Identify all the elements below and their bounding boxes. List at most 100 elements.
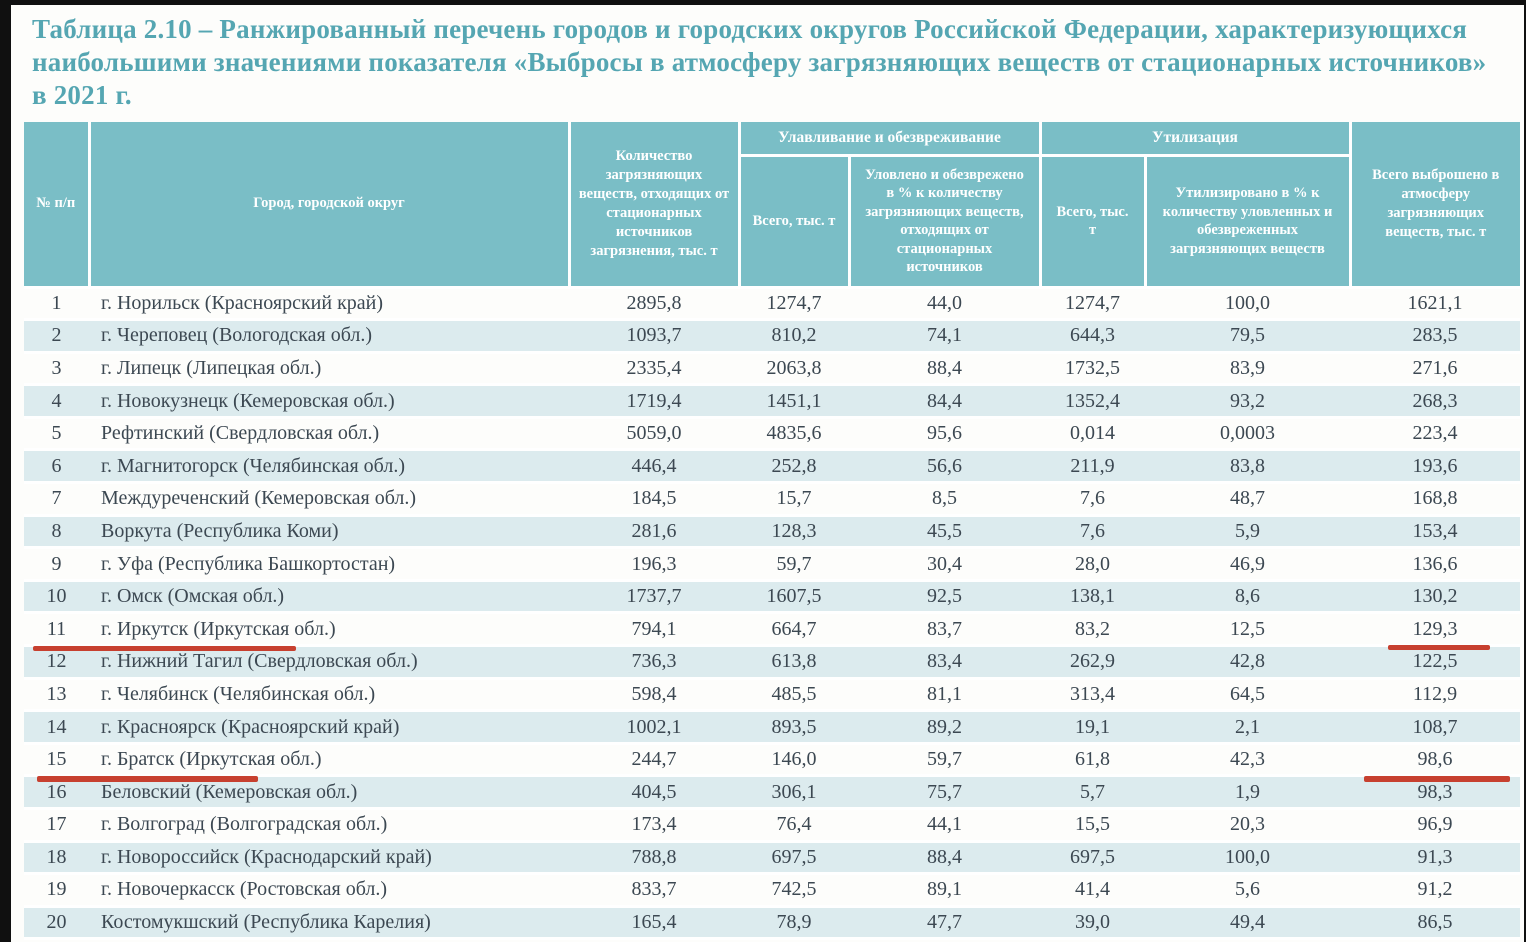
cell-city: г. Новокузнецк (Кемеровская обл.) <box>89 384 569 419</box>
cell-captured-total: 2063,8 <box>739 352 849 387</box>
cell-city: Воркута (Республика Коми) <box>89 515 569 550</box>
cell-utilized-total: 5,7 <box>1040 775 1145 810</box>
cell-quantity: 736,3 <box>569 645 739 680</box>
cell-rank: 20 <box>24 906 89 941</box>
cell-utilized-total: 7,6 <box>1040 515 1145 550</box>
col-header-num: № п/п <box>24 122 91 289</box>
cell-utilized-total: 211,9 <box>1040 449 1145 485</box>
cell-emitted-total: 112,9 <box>1350 678 1520 713</box>
table-row: 2 г. Череповец (Вологодская обл.) 1093,7 81… <box>24 319 1520 354</box>
cell-rank: 13 <box>24 678 89 713</box>
cell-emitted-total: 193,6 <box>1350 449 1520 485</box>
cell-emitted-total: 86,5 <box>1350 906 1520 941</box>
cell-quantity: 2335,4 <box>569 352 739 387</box>
cell-quantity: 404,5 <box>569 775 739 810</box>
cell-captured-pct: 89,1 <box>849 873 1040 908</box>
cell-captured-pct: 88,4 <box>849 352 1040 387</box>
cell-captured-pct: 95,6 <box>849 417 1040 452</box>
cell-utilized-pct: 64,5 <box>1145 678 1350 713</box>
cell-quantity: 281,6 <box>569 515 739 550</box>
cell-rank: 8 <box>24 515 89 550</box>
cell-emitted-total: 108,7 <box>1350 710 1520 745</box>
cell-captured-total: 893,5 <box>739 710 849 745</box>
cell-captured-pct: 88,4 <box>849 841 1040 876</box>
cell-captured-pct: 92,5 <box>849 580 1040 615</box>
cell-utilized-pct: 48,7 <box>1145 482 1350 517</box>
cell-city: г. Омск (Омская обл.) <box>89 580 569 615</box>
cell-quantity: 196,3 <box>569 547 739 582</box>
cell-captured-total: 485,5 <box>739 678 849 713</box>
cell-utilized-total: 15,5 <box>1040 808 1145 843</box>
cell-rank: 1 <box>24 287 89 322</box>
cell-utilized-total: 138,1 <box>1040 580 1145 615</box>
col-header-capture-pct: Уловлено и обезврежено в % к количеству … <box>847 153 1042 289</box>
document-page: Таблица 2.10 – Ранжированный перечень го… <box>11 5 1524 942</box>
cell-city: г. Иркутск (Иркутская обл.) <box>89 612 569 648</box>
cell-utilized-total: 7,6 <box>1040 482 1145 517</box>
cell-utilized-total: 1274,7 <box>1040 287 1145 322</box>
cell-emitted-total: 136,6 <box>1350 547 1520 582</box>
cell-utilized-pct: 100,0 <box>1145 287 1350 322</box>
cell-captured-pct: 30,4 <box>849 547 1040 582</box>
cell-quantity: 2895,8 <box>569 287 739 322</box>
cell-utilized-pct: 5,6 <box>1145 873 1350 908</box>
cell-rank: 6 <box>24 449 89 485</box>
cell-rank: 17 <box>24 808 89 843</box>
cell-city: г. Новочеркасск (Ростовская обл.) <box>89 873 569 908</box>
cell-captured-pct: 44,1 <box>849 808 1040 843</box>
cell-utilized-total: 1352,4 <box>1040 384 1145 419</box>
cell-utilized-total: 39,0 <box>1040 906 1145 941</box>
cell-captured-total: 15,7 <box>739 482 849 517</box>
cell-emitted-total: 122,5 <box>1350 645 1520 680</box>
cell-quantity: 5059,0 <box>569 417 739 452</box>
cell-captured-total: 76,4 <box>739 808 849 843</box>
cell-captured-total: 1451,1 <box>739 384 849 419</box>
cell-captured-pct: 83,4 <box>849 645 1040 680</box>
cell-rank: 9 <box>24 547 89 582</box>
cell-rank: 5 <box>24 417 89 452</box>
table-row: 17 г. Волгоград (Волгоградская обл.) 173,4… <box>24 808 1520 843</box>
cell-utilized-total: 61,8 <box>1040 743 1145 778</box>
cell-utilized-pct: 100,0 <box>1145 841 1350 876</box>
table-container: № п/п Город, городской округ Количество … <box>24 122 1520 941</box>
table-row: 15 г. Братск (Иркутская обл.) 244,7 146,0 59… <box>24 743 1520 778</box>
cell-utilized-pct: 1,9 <box>1145 775 1350 810</box>
cell-utilized-total: 262,9 <box>1040 645 1145 680</box>
cell-quantity: 833,7 <box>569 873 739 908</box>
cell-utilized-pct: 79,5 <box>1145 319 1350 354</box>
cell-utilized-total: 0,014 <box>1040 417 1145 452</box>
cell-utilized-pct: 0,0003 <box>1145 417 1350 452</box>
cell-city: г. Уфа (Республика Башкортостан) <box>89 547 569 582</box>
cell-utilized-pct: 83,9 <box>1145 352 1350 387</box>
cell-captured-pct: 84,4 <box>849 384 1040 419</box>
table-row: 10 г. Омск (Омская обл.) 1737,7 1607,5 92,5 1… <box>24 580 1520 615</box>
cell-emitted-total: 153,4 <box>1350 515 1520 550</box>
table-title: Таблица 2.10 – Ранжированный перечень го… <box>32 14 1487 110</box>
cell-rank: 18 <box>24 841 89 876</box>
cell-captured-pct: 74,1 <box>849 319 1040 354</box>
table-row: 4 г. Новокузнецк (Кемеровская обл.) 1719,4… <box>24 384 1520 419</box>
cell-quantity: 165,4 <box>569 906 739 941</box>
table-row: 5 Рефтинский (Свердловская обл.) 5059,0 483… <box>24 417 1520 452</box>
cell-captured-pct: 45,5 <box>849 515 1040 550</box>
cell-captured-total: 1607,5 <box>739 580 849 615</box>
cell-quantity: 788,8 <box>569 841 739 876</box>
cell-captured-total: 1274,7 <box>739 287 849 322</box>
cell-utilized-pct: 46,9 <box>1145 547 1350 582</box>
cell-rank: 16 <box>24 775 89 810</box>
cell-utilized-total: 644,3 <box>1040 319 1145 354</box>
cell-captured-pct: 56,6 <box>849 449 1040 485</box>
cell-captured-pct: 75,7 <box>849 775 1040 810</box>
table-row: 13 г. Челябинск (Челябинская обл.) 598,4 48… <box>24 678 1520 713</box>
cell-utilized-total: 313,4 <box>1040 678 1145 713</box>
cell-quantity: 173,4 <box>569 808 739 843</box>
cell-captured-pct: 59,7 <box>849 743 1040 778</box>
cell-captured-pct: 81,1 <box>849 678 1040 713</box>
cell-utilized-pct: 42,3 <box>1145 743 1350 778</box>
cell-captured-total: 306,1 <box>739 775 849 810</box>
table-row: 9 г. Уфа (Республика Башкортостан) 196,3 59… <box>24 547 1520 582</box>
cell-utilized-pct: 5,9 <box>1145 515 1350 550</box>
table-header: № п/п Город, городской округ Количество … <box>24 122 1520 289</box>
cell-utilized-pct: 20,3 <box>1145 808 1350 843</box>
cell-quantity: 446,4 <box>569 449 739 485</box>
